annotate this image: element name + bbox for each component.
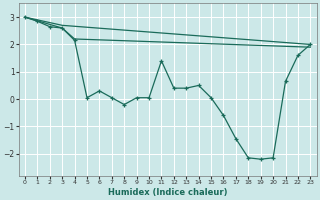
X-axis label: Humidex (Indice chaleur): Humidex (Indice chaleur) [108,188,228,197]
